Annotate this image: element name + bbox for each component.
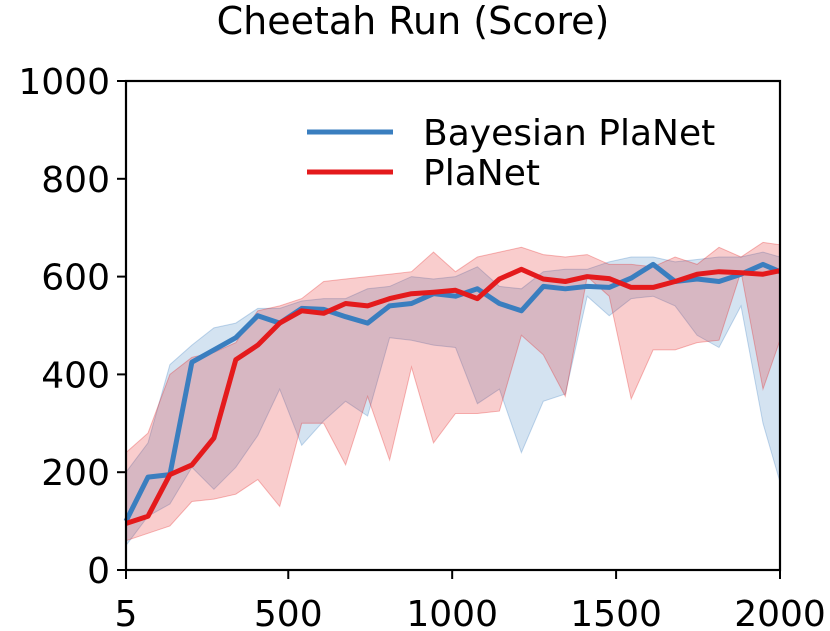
chart-title: Cheetah Run (Score) <box>217 0 610 43</box>
x-tick-label-3: 1500 <box>570 594 662 631</box>
y-tick-label-2: 400 <box>41 355 110 396</box>
legend-label-1: PlaNet <box>423 153 540 194</box>
x-tick-label-1: 500 <box>254 594 323 631</box>
y-axis: 0 200 400 600 800 1000 <box>18 62 126 592</box>
y-tick-label-3: 600 <box>41 258 110 299</box>
y-tick-label-1: 200 <box>41 453 110 494</box>
x-tick-label-4: 2000 <box>734 594 826 631</box>
y-tick-label-5: 1000 <box>18 62 110 103</box>
band-1 <box>125 241 781 542</box>
x-tick-label-0: 5 <box>115 594 138 631</box>
series-lines <box>123 261 781 526</box>
y-tick-label-4: 800 <box>41 160 110 201</box>
legend-label-0: Bayesian PlaNet <box>423 113 715 154</box>
x-tick-label-2: 1000 <box>406 594 498 631</box>
series-line-1 <box>125 266 781 526</box>
x-axis: 5 500 1000 1500 2000 <box>115 570 826 631</box>
y-tick-label-0: 0 <box>87 551 110 592</box>
